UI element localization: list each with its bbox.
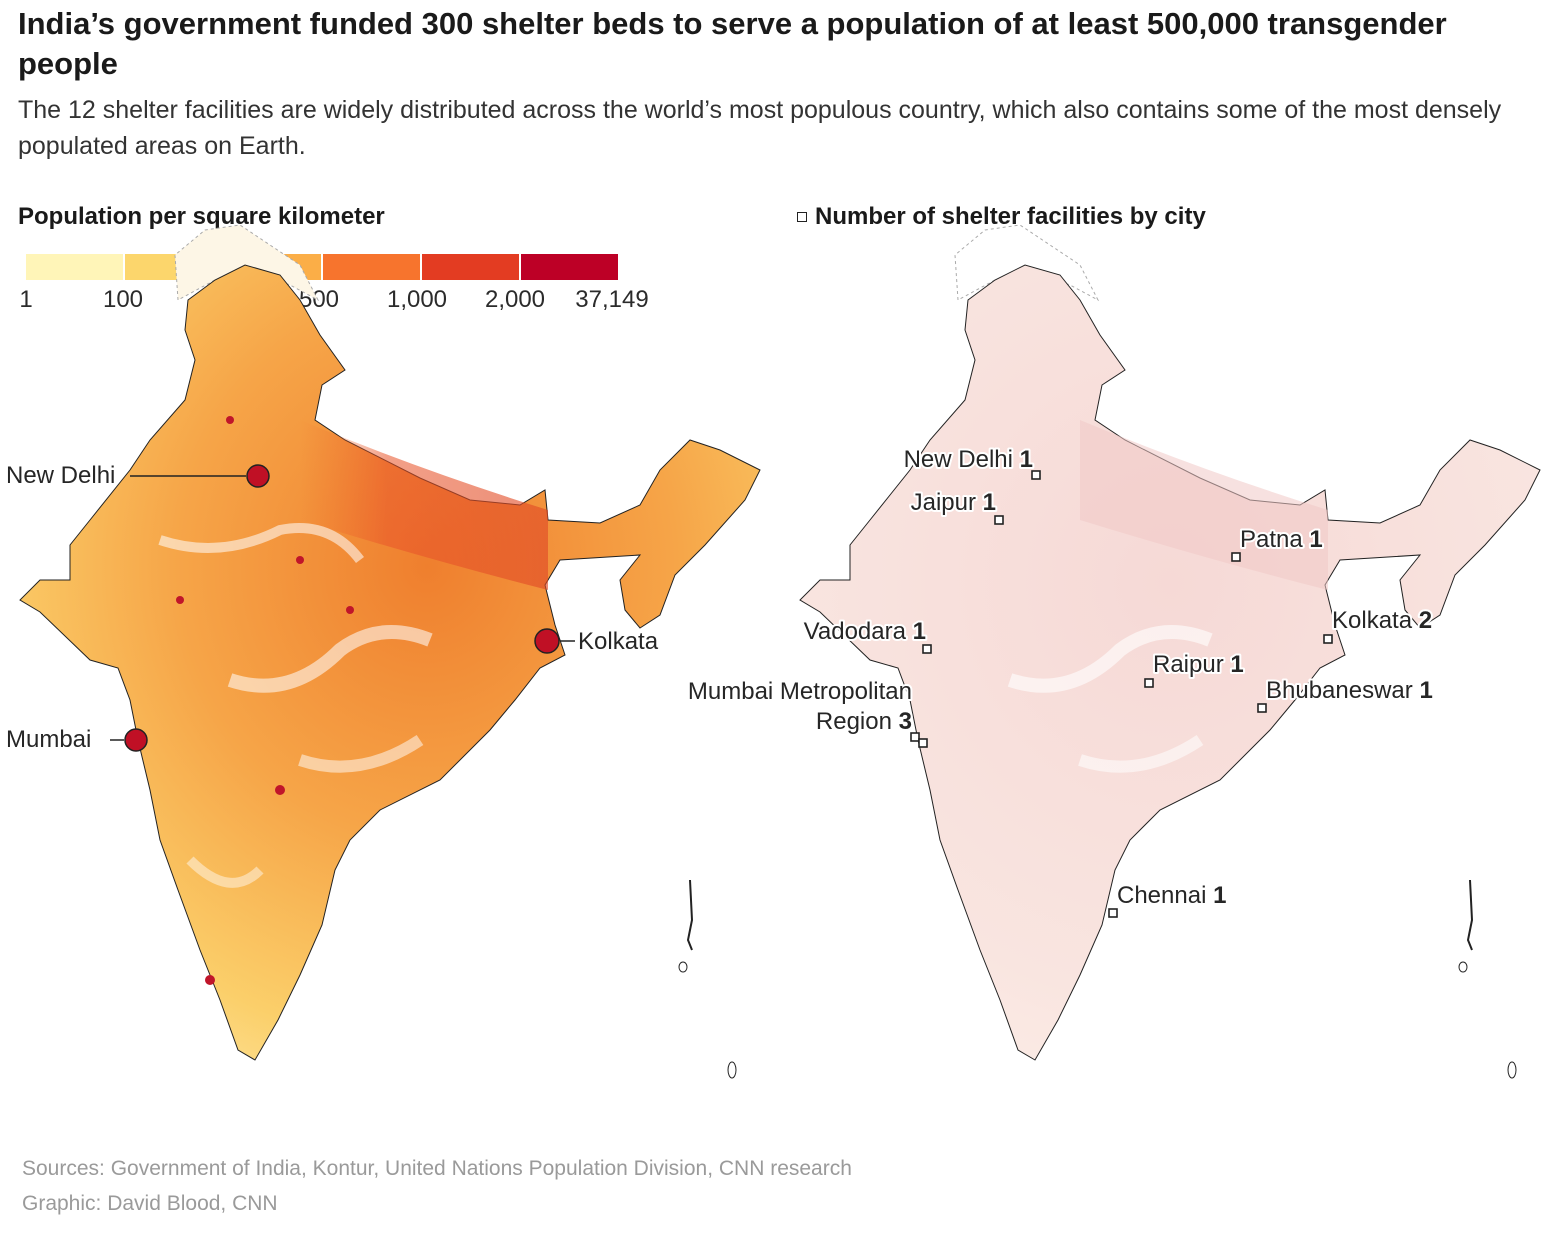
- shelter-square-key-icon: [797, 212, 807, 222]
- facility-label-raipur: Raipur 1: [1153, 651, 1244, 678]
- sources-note: Sources: Government of India, Kontur, Un…: [22, 1157, 852, 1180]
- facility-label-chennai: Chennai 1: [1117, 882, 1226, 909]
- left-density-map: [19, 224, 761, 1079]
- facility-markers: [910, 470, 1333, 918]
- facility-marker-kolkata: [1323, 634, 1333, 644]
- legend-swatch-1-100: [26, 254, 123, 280]
- city-label-new-delhi: New Delhi: [6, 462, 115, 489]
- facility-marker-mumbai-1: [910, 732, 920, 742]
- facility-label-mumbai-line2: Region 3: [816, 708, 912, 735]
- chart-subtitle: The 12 shelter facilities are widely dis…: [18, 96, 1502, 160]
- facility-label-kolkata: Kolkata 2: [1332, 607, 1432, 634]
- legend-tick-2000: 2,000: [484, 286, 546, 313]
- right-facility-map: [799, 224, 1541, 1079]
- facility-marker-mumbai-2: [918, 738, 928, 748]
- legend-tick-1: 1: [19, 286, 33, 313]
- city-label-kolkata: Kolkata: [578, 628, 659, 655]
- facility-marker-bhubaneswar: [1257, 703, 1267, 713]
- legend-tick-37149: 37,149: [575, 286, 649, 313]
- graphic-credit: Graphic: David Blood, CNN: [22, 1192, 278, 1215]
- legend-tick-1000: 1,000: [386, 286, 448, 313]
- facility-label-mumbai-line1: Mumbai Metropolitan: [688, 678, 912, 705]
- legend-swatch-500-1000: [323, 254, 420, 280]
- legend-swatch-1000-2000: [422, 254, 519, 280]
- facility-marker-vadodara: [922, 644, 932, 654]
- facility-label-patna: Patna 1: [1240, 526, 1323, 553]
- legend-tick-100: 100: [102, 286, 144, 313]
- facility-label-vadodara: Vadodara 1: [804, 618, 926, 645]
- facility-marker-new-delhi: [1031, 470, 1041, 480]
- facility-marker-patna: [1231, 552, 1241, 562]
- facility-label-jaipur: Jaipur 1: [911, 489, 996, 516]
- facility-label-new-delhi: New Delhi 1: [904, 446, 1033, 473]
- city-label-mumbai: Mumbai: [6, 726, 91, 753]
- facility-marker-jaipur: [994, 515, 1004, 525]
- facility-marker-chennai: [1108, 908, 1118, 918]
- facility-label-bhubaneswar: Bhubaneswar 1: [1266, 677, 1433, 704]
- population-legend-title: Population per square kilometer: [18, 203, 385, 230]
- shelter-legend-title: Number of shelter facilities by city: [815, 203, 1206, 230]
- legend-swatch-2000-max: [521, 254, 618, 280]
- facility-label-mumbai: Mumbai Metropolitan Region 3: [688, 678, 912, 735]
- facility-marker-raipur: [1144, 678, 1154, 688]
- chart-title: India’s government funded 300 shelter be…: [18, 6, 1447, 81]
